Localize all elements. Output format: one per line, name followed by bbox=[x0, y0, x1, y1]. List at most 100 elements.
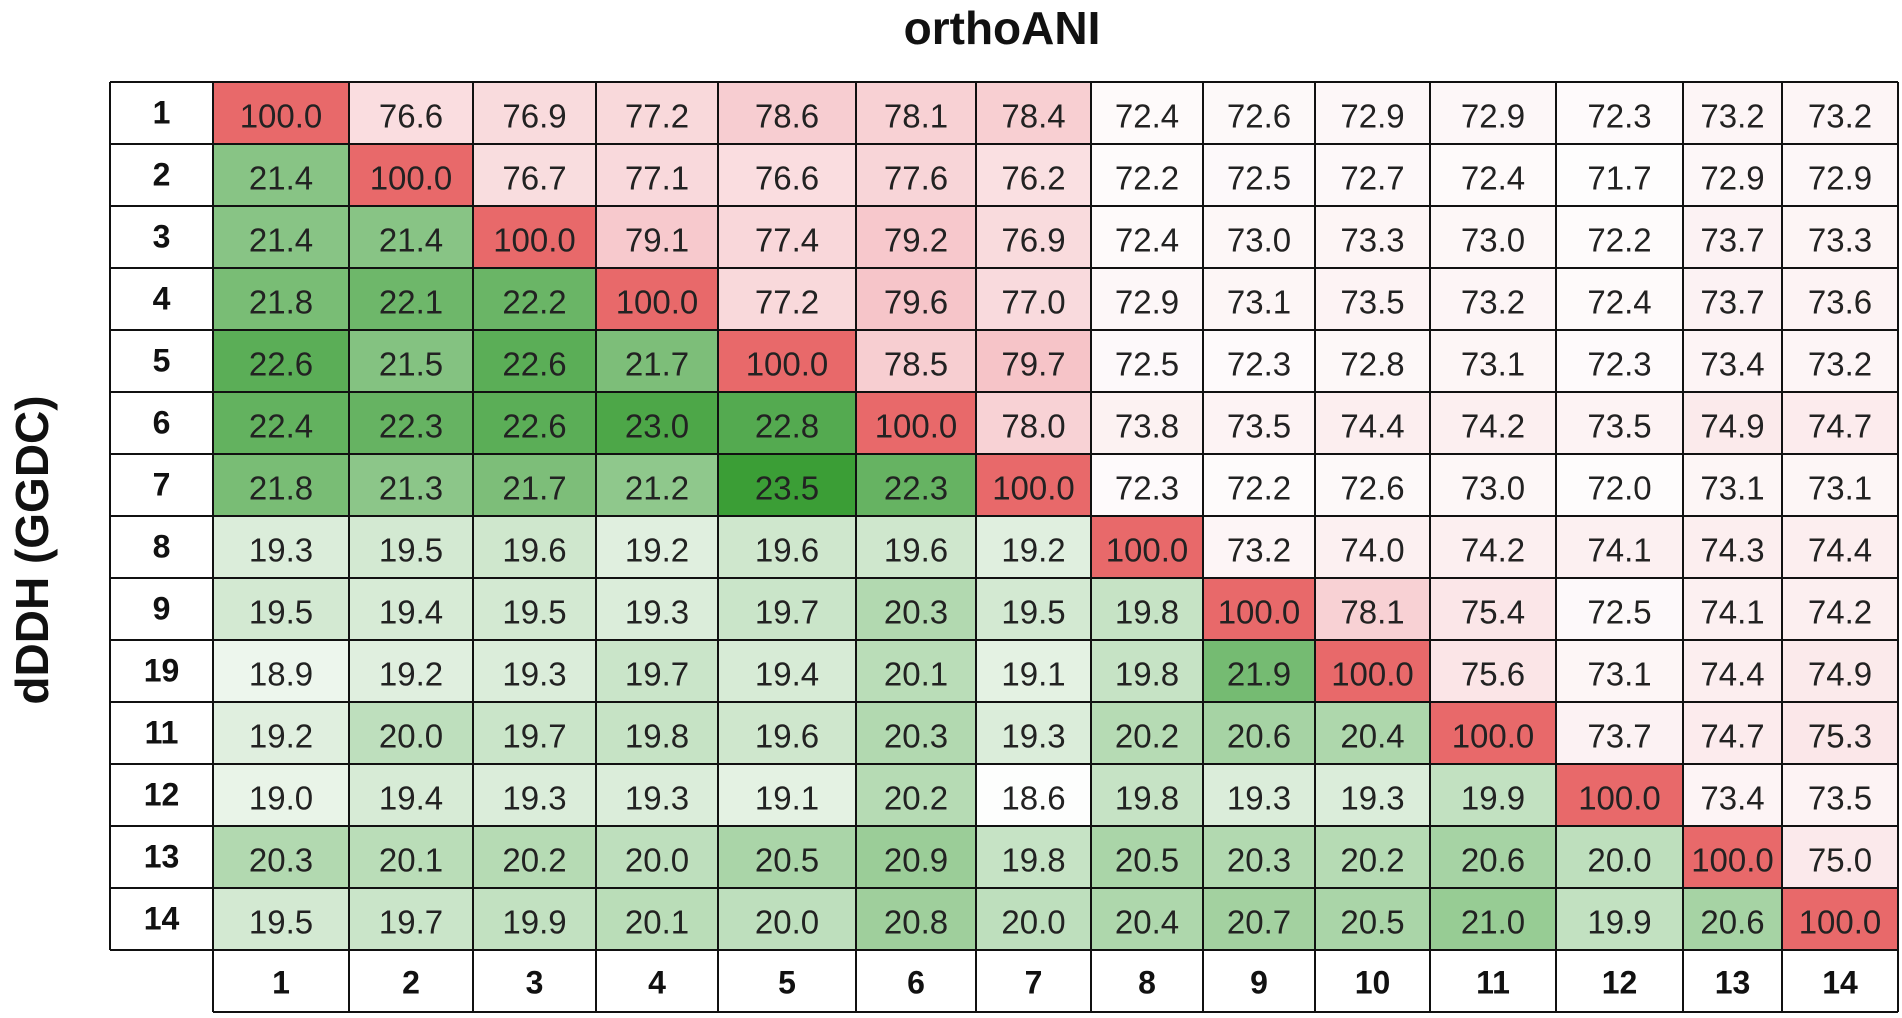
orthoani-cell bbox=[1683, 82, 1782, 144]
cell-value: 74.4 bbox=[1700, 656, 1764, 693]
diagonal-cell bbox=[1683, 826, 1782, 888]
cell-value: 19.8 bbox=[1001, 842, 1065, 879]
cell-value: 72.9 bbox=[1461, 98, 1525, 135]
y-axis-label: dDDH (GGDC) bbox=[6, 395, 58, 704]
cell-value: 19.8 bbox=[625, 718, 689, 755]
cell-value: 72.7 bbox=[1340, 160, 1404, 197]
orthoani-cell bbox=[1683, 516, 1782, 578]
cell-value: 21.4 bbox=[249, 222, 313, 259]
cell-value: 73.2 bbox=[1808, 98, 1872, 135]
diagonal-cell bbox=[1782, 888, 1898, 950]
orthoani-cell bbox=[1203, 82, 1315, 144]
dddh-cell bbox=[718, 454, 856, 516]
cell-value: 79.1 bbox=[625, 222, 689, 259]
cell-value: 72.4 bbox=[1587, 284, 1651, 321]
cell-value: 19.6 bbox=[502, 532, 566, 569]
cell-value: 20.5 bbox=[1340, 904, 1404, 941]
cell-value: 77.4 bbox=[755, 222, 819, 259]
dddh-cell bbox=[349, 826, 473, 888]
orthoani-cell bbox=[1556, 454, 1683, 516]
row-label: 5 bbox=[153, 342, 171, 378]
cell-value: 19.0 bbox=[249, 780, 313, 817]
cell-value: 21.2 bbox=[625, 470, 689, 507]
cell-value: 72.2 bbox=[1115, 160, 1179, 197]
orthoani-cell bbox=[1091, 454, 1203, 516]
cell-value: 19.4 bbox=[379, 594, 443, 631]
orthoani-cell bbox=[1091, 144, 1203, 206]
cell-value: 72.9 bbox=[1808, 160, 1872, 197]
dddh-cell bbox=[213, 392, 349, 454]
row-label: 12 bbox=[144, 776, 180, 812]
cell-value: 72.0 bbox=[1587, 470, 1651, 507]
cell-value: 100.0 bbox=[1799, 904, 1882, 941]
cell-value: 74.0 bbox=[1340, 532, 1404, 569]
cell-value: 19.7 bbox=[755, 594, 819, 631]
cell-value: 19.5 bbox=[249, 904, 313, 941]
orthoani-cell bbox=[1556, 268, 1683, 330]
orthoani-cell bbox=[1315, 392, 1430, 454]
dddh-cell bbox=[473, 578, 596, 640]
orthoani-cell bbox=[1782, 702, 1898, 764]
dddh-cell bbox=[213, 206, 349, 268]
cell-value: 73.6 bbox=[1808, 284, 1872, 321]
dddh-cell bbox=[976, 640, 1091, 702]
orthoani-cell bbox=[1683, 454, 1782, 516]
cell-value: 20.0 bbox=[625, 842, 689, 879]
column-label: 7 bbox=[1025, 964, 1043, 1000]
cell-value: 78.5 bbox=[884, 346, 948, 383]
cell-value: 19.9 bbox=[1587, 904, 1651, 941]
cell-value: 74.1 bbox=[1587, 532, 1651, 569]
cell-value: 78.0 bbox=[1001, 408, 1065, 445]
dddh-cell bbox=[976, 888, 1091, 950]
dddh-cell bbox=[718, 888, 856, 950]
dddh-cell bbox=[856, 454, 976, 516]
cell-value: 20.0 bbox=[379, 718, 443, 755]
dddh-cell bbox=[1203, 888, 1315, 950]
cell-value: 72.3 bbox=[1227, 346, 1291, 383]
dddh-cell bbox=[1315, 764, 1430, 826]
orthoani-cell bbox=[1091, 268, 1203, 330]
dddh-cell bbox=[473, 392, 596, 454]
cell-value: 76.6 bbox=[379, 98, 443, 135]
dddh-cell bbox=[976, 702, 1091, 764]
dddh-cell bbox=[213, 888, 349, 950]
orthoani-cell bbox=[1430, 268, 1556, 330]
cell-value: 79.7 bbox=[1001, 346, 1065, 383]
cell-value: 100.0 bbox=[1106, 532, 1189, 569]
dddh-cell bbox=[349, 640, 473, 702]
cell-value: 23.0 bbox=[625, 408, 689, 445]
cell-value: 73.7 bbox=[1700, 284, 1764, 321]
cell-value: 19.3 bbox=[625, 780, 689, 817]
cell-value: 20.4 bbox=[1115, 904, 1179, 941]
cell-value: 79.6 bbox=[884, 284, 948, 321]
orthoani-cell bbox=[856, 144, 976, 206]
cell-value: 20.1 bbox=[379, 842, 443, 879]
cell-value: 19.5 bbox=[379, 532, 443, 569]
dddh-cell bbox=[473, 826, 596, 888]
cell-value: 76.9 bbox=[1001, 222, 1065, 259]
cell-value: 74.9 bbox=[1808, 656, 1872, 693]
orthoani-cell bbox=[856, 330, 976, 392]
cell-value: 100.0 bbox=[1578, 780, 1661, 817]
dddh-cell bbox=[596, 330, 718, 392]
cell-value: 73.1 bbox=[1700, 470, 1764, 507]
dddh-cell bbox=[856, 640, 976, 702]
cell-value: 74.7 bbox=[1808, 408, 1872, 445]
orthoani-cell bbox=[1315, 144, 1430, 206]
column-label: 10 bbox=[1355, 964, 1391, 1000]
cell-value: 78.1 bbox=[884, 98, 948, 135]
cell-value: 22.3 bbox=[884, 470, 948, 507]
diagonal-cell bbox=[976, 454, 1091, 516]
cell-value: 100.0 bbox=[875, 408, 958, 445]
cell-value: 19.8 bbox=[1115, 594, 1179, 631]
cell-value: 20.5 bbox=[755, 842, 819, 879]
orthoani-cell bbox=[1782, 144, 1898, 206]
cell-value: 19.3 bbox=[625, 594, 689, 631]
cell-value: 20.6 bbox=[1700, 904, 1764, 941]
orthoani-cell bbox=[856, 206, 976, 268]
orthoani-cell bbox=[596, 144, 718, 206]
dddh-cell bbox=[856, 764, 976, 826]
column-label: 1 bbox=[272, 964, 290, 1000]
cell-value: 72.8 bbox=[1340, 346, 1404, 383]
